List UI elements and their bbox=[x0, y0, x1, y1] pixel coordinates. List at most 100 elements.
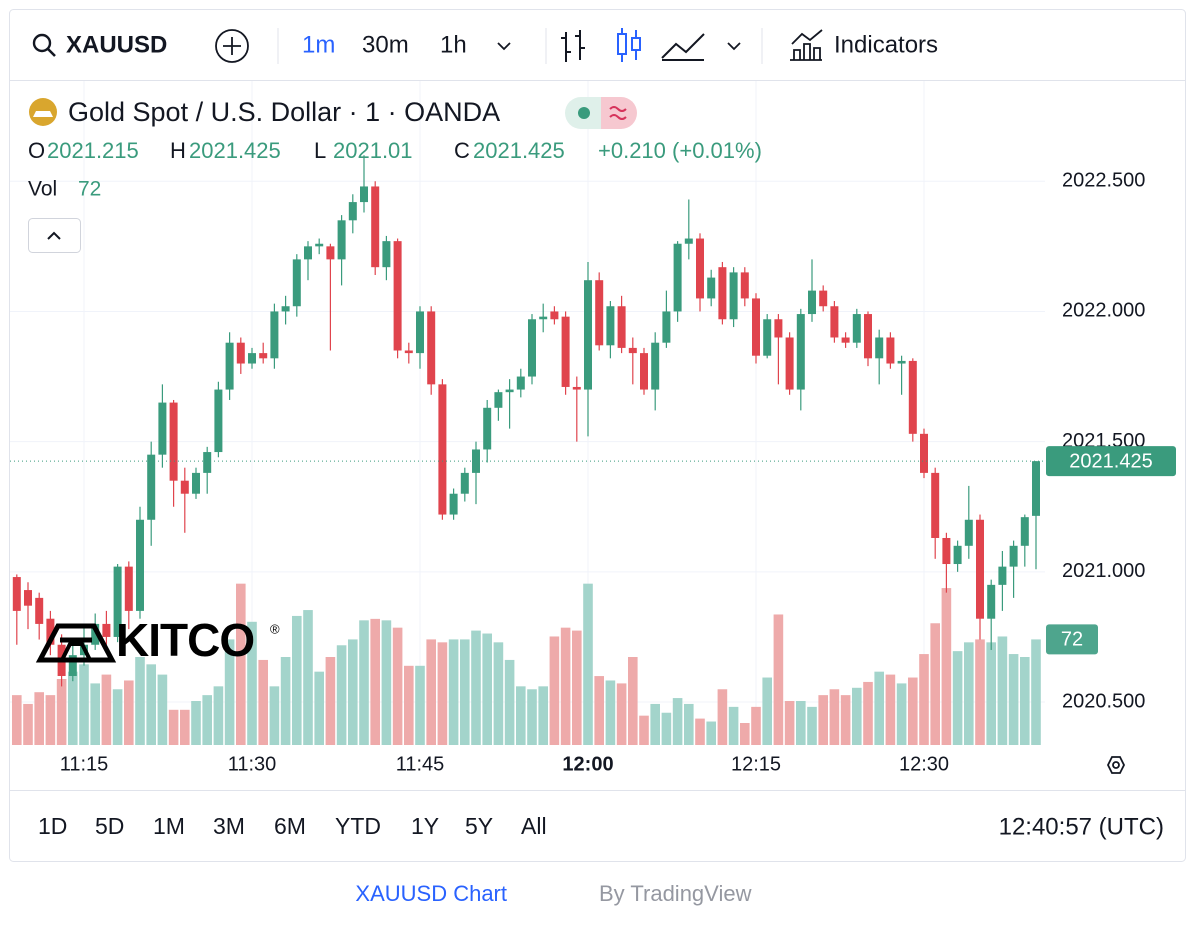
last-price-tag bbox=[1046, 446, 1176, 477]
candle-body bbox=[707, 277, 716, 299]
market-status[interactable] bbox=[565, 97, 637, 129]
candle-body bbox=[393, 241, 402, 351]
collapse-button[interactable] bbox=[28, 218, 81, 253]
bars-style[interactable] bbox=[561, 30, 585, 62]
candle-body bbox=[640, 353, 648, 390]
volume-bar bbox=[493, 642, 504, 745]
range-button[interactable]: 6M bbox=[274, 813, 306, 839]
style-menu[interactable] bbox=[727, 42, 741, 51]
range-button[interactable]: 1M bbox=[153, 813, 185, 839]
candle-body bbox=[852, 314, 861, 343]
volume-bar bbox=[504, 659, 515, 745]
volume-tag-label: 72 bbox=[1061, 629, 1083, 651]
volume-bar bbox=[986, 642, 996, 745]
volume-bar bbox=[516, 686, 526, 745]
volume-bar bbox=[392, 627, 403, 745]
symbol-search[interactable]: XAUUSD bbox=[32, 31, 167, 58]
range-button[interactable]: 1D bbox=[38, 813, 67, 839]
candle-body bbox=[315, 243, 324, 247]
candle-body bbox=[572, 386, 581, 390]
volume-bar bbox=[258, 659, 268, 745]
volume-bar bbox=[941, 588, 952, 745]
candle-body bbox=[528, 319, 536, 377]
candle-body bbox=[460, 472, 469, 494]
volume-bar bbox=[896, 683, 907, 745]
volume-bar bbox=[202, 695, 212, 745]
candle-body bbox=[281, 306, 290, 312]
candle-body bbox=[964, 519, 973, 546]
candle-body bbox=[180, 480, 189, 494]
interval-button[interactable]: 30m bbox=[362, 31, 409, 58]
candle-body bbox=[404, 350, 413, 354]
candle-body bbox=[774, 319, 783, 338]
range-button[interactable]: YTD bbox=[335, 813, 381, 839]
volume-bar bbox=[359, 620, 369, 745]
candle-body bbox=[158, 402, 167, 455]
volume-bar bbox=[180, 709, 190, 745]
y-tick-label: 2022.500 bbox=[1062, 170, 1145, 192]
volume-bar bbox=[336, 645, 347, 745]
candle-body bbox=[248, 353, 256, 364]
candle-body bbox=[740, 272, 749, 299]
range-button[interactable]: 3M bbox=[213, 813, 245, 839]
volume-bar bbox=[448, 639, 459, 745]
range-bar: 1D 5D 1M 3M 6M YTD 1Y 5Y All bbox=[38, 813, 547, 839]
volume-bar bbox=[874, 671, 884, 745]
volume-bar bbox=[426, 639, 436, 745]
area-style[interactable] bbox=[661, 33, 705, 61]
volume-bar bbox=[213, 686, 224, 745]
candle-body bbox=[35, 597, 44, 624]
candle-body bbox=[684, 238, 693, 244]
volume-bar bbox=[34, 692, 44, 745]
volume-bar bbox=[840, 695, 851, 745]
volume-bar bbox=[549, 636, 560, 745]
range-button[interactable]: 1Y bbox=[411, 813, 439, 839]
candle-body bbox=[225, 342, 234, 390]
candle-body bbox=[438, 384, 447, 515]
candle-body bbox=[91, 623, 100, 645]
interval-menu[interactable] bbox=[497, 42, 511, 51]
candle-body bbox=[606, 306, 615, 346]
candle-body bbox=[617, 306, 626, 348]
last-price-label: 2021.425 bbox=[1069, 450, 1152, 472]
range-button[interactable]: 5Y bbox=[465, 813, 493, 839]
candle-body bbox=[416, 311, 424, 354]
footer-link[interactable]: XAUUSD Chart bbox=[355, 881, 507, 906]
volume-bar bbox=[269, 686, 280, 745]
candle-body bbox=[304, 246, 312, 260]
range-button[interactable]: All bbox=[521, 813, 547, 839]
candle-body bbox=[976, 519, 984, 619]
candle-body bbox=[673, 243, 682, 312]
volume-bar bbox=[684, 703, 694, 745]
watermark-mark: ® bbox=[270, 621, 280, 636]
candle-body bbox=[819, 290, 828, 307]
candle-body bbox=[505, 389, 514, 393]
volume-bar bbox=[784, 701, 795, 745]
volume-bar bbox=[381, 620, 392, 745]
y-tick-label: 2022.000 bbox=[1062, 300, 1145, 322]
indicators-button[interactable]: Indicators bbox=[790, 29, 938, 61]
volume-bar bbox=[168, 709, 179, 745]
range-button[interactable]: 5D bbox=[95, 813, 124, 839]
candle-body bbox=[113, 566, 122, 637]
plot bbox=[12, 155, 1041, 745]
compare-button[interactable] bbox=[215, 29, 249, 63]
candle-body bbox=[920, 433, 928, 473]
ohlc-value: 2021.425 bbox=[189, 138, 281, 163]
volume-bar bbox=[885, 674, 896, 745]
candle-body bbox=[292, 259, 301, 307]
volume-bar bbox=[807, 706, 817, 745]
volume-bar bbox=[460, 639, 470, 745]
clock: 12:40:57 (UTC) bbox=[999, 813, 1164, 840]
candle-body bbox=[1009, 545, 1018, 567]
volume-bar bbox=[157, 674, 168, 745]
volume-bar bbox=[68, 671, 78, 745]
interval-button[interactable]: 1h bbox=[440, 31, 467, 58]
interval-button[interactable]: 1m bbox=[302, 31, 335, 58]
candle-body bbox=[326, 246, 335, 260]
settings-button[interactable] bbox=[1106, 756, 1126, 774]
candles-style[interactable] bbox=[617, 28, 641, 62]
volume-bar bbox=[135, 657, 145, 745]
volume-bar bbox=[112, 689, 123, 745]
candle-body bbox=[259, 353, 268, 359]
